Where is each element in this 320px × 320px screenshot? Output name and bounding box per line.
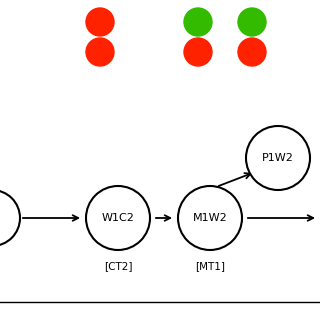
Circle shape bbox=[184, 8, 212, 36]
Text: W1C2: W1C2 bbox=[101, 213, 134, 223]
Text: M1W2: M1W2 bbox=[193, 213, 228, 223]
Circle shape bbox=[178, 186, 242, 250]
Circle shape bbox=[86, 186, 150, 250]
Text: [CT2]: [CT2] bbox=[104, 261, 132, 271]
Text: [MT1]: [MT1] bbox=[195, 261, 225, 271]
Text: P1W2: P1W2 bbox=[262, 153, 294, 163]
Circle shape bbox=[238, 8, 266, 36]
Circle shape bbox=[246, 126, 310, 190]
Circle shape bbox=[86, 38, 114, 66]
Circle shape bbox=[184, 38, 212, 66]
Circle shape bbox=[86, 8, 114, 36]
Circle shape bbox=[0, 190, 20, 246]
Circle shape bbox=[238, 38, 266, 66]
